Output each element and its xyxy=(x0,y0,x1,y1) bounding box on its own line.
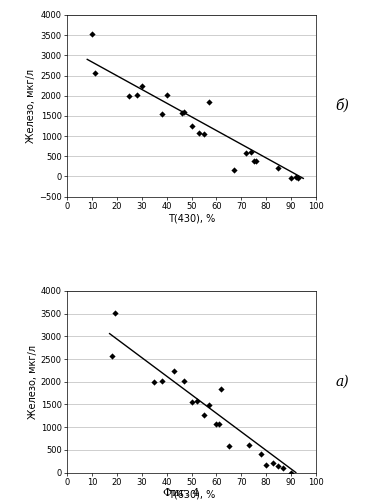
Point xyxy=(112,309,118,317)
Point xyxy=(270,459,276,467)
Point xyxy=(92,69,98,77)
Point xyxy=(263,461,269,469)
Point xyxy=(288,468,294,476)
Point xyxy=(258,450,264,458)
Point xyxy=(196,129,202,137)
Point xyxy=(216,420,222,428)
Point xyxy=(248,148,254,156)
Point xyxy=(246,442,252,450)
Point xyxy=(201,130,207,138)
Point xyxy=(171,368,177,376)
Point xyxy=(109,352,115,360)
Point xyxy=(126,92,132,100)
Point xyxy=(206,402,212,409)
Point xyxy=(189,398,195,406)
Point xyxy=(151,378,157,386)
Text: а): а) xyxy=(336,374,349,388)
Point xyxy=(218,385,224,393)
Point xyxy=(159,110,165,118)
Point xyxy=(193,397,199,405)
Point xyxy=(275,462,281,469)
X-axis label: T(430), %: T(430), % xyxy=(168,214,215,224)
Point xyxy=(226,442,232,450)
Point xyxy=(164,92,170,100)
Point xyxy=(288,174,294,182)
Point xyxy=(181,378,187,386)
Point xyxy=(201,411,207,419)
Point xyxy=(231,166,237,173)
Point xyxy=(179,108,185,116)
Point xyxy=(181,108,187,116)
Text: б): б) xyxy=(336,98,350,113)
Point xyxy=(189,122,195,130)
Point xyxy=(134,91,140,99)
Point xyxy=(295,174,301,182)
Point xyxy=(293,173,299,181)
Text: Фиг. 4: Фиг. 4 xyxy=(163,488,199,498)
Point xyxy=(251,156,257,164)
Point xyxy=(243,149,249,157)
Point xyxy=(139,82,145,90)
Y-axis label: Железо, мкг/л: Железо, мкг/л xyxy=(28,344,38,418)
Point xyxy=(275,164,281,172)
Point xyxy=(213,420,219,428)
Point xyxy=(89,30,95,38)
X-axis label: T(630), %: T(630), % xyxy=(168,490,215,500)
Point xyxy=(280,464,286,472)
Point xyxy=(253,158,259,166)
Y-axis label: Железо, мкг/л: Железо, мкг/л xyxy=(26,69,36,143)
Point xyxy=(206,98,212,106)
Point xyxy=(159,377,165,385)
